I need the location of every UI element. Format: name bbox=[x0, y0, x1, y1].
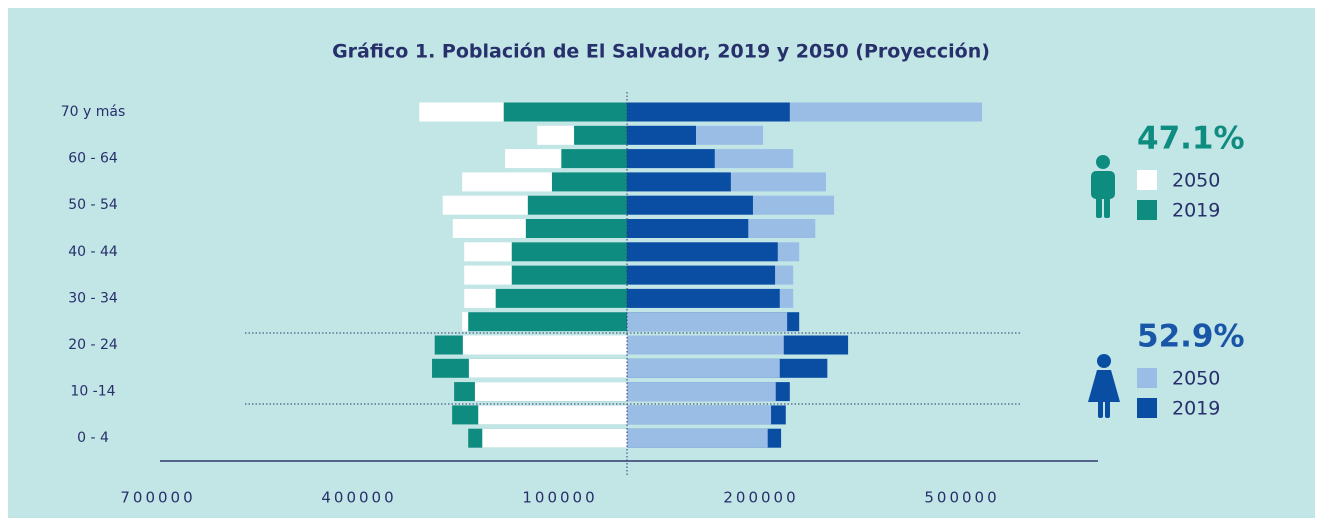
x-tick-label: 500000 bbox=[924, 489, 999, 507]
legend-label: 2019 bbox=[1172, 398, 1220, 420]
legend-label: 2050 bbox=[1172, 368, 1220, 390]
bar bbox=[627, 219, 749, 238]
bar bbox=[627, 428, 768, 448]
bar bbox=[627, 335, 784, 355]
bar bbox=[627, 125, 697, 145]
x-tick-label: 400000 bbox=[321, 489, 396, 507]
chart-title: Gráfico 1. Población de El Salvador, 201… bbox=[332, 41, 990, 63]
bar bbox=[462, 335, 627, 355]
x-tick-label: 100000 bbox=[522, 489, 597, 507]
y-tick-label: 60 - 64 bbox=[68, 151, 118, 167]
woman-icon bbox=[1088, 354, 1120, 418]
bar bbox=[627, 102, 790, 122]
bar bbox=[627, 358, 780, 378]
bar bbox=[511, 242, 627, 262]
bar bbox=[561, 149, 627, 169]
bar bbox=[551, 172, 627, 192]
bar bbox=[478, 405, 627, 425]
x-tick-label: 200000 bbox=[723, 489, 798, 507]
y-tick-label: 10 -14 bbox=[70, 384, 115, 400]
share-label: 47.1% bbox=[1137, 121, 1245, 157]
bar bbox=[511, 265, 627, 285]
bar bbox=[627, 242, 778, 262]
bar bbox=[503, 102, 627, 122]
bar bbox=[627, 265, 776, 285]
legend-label: 2050 bbox=[1172, 170, 1220, 192]
share-label: 52.9% bbox=[1137, 319, 1245, 355]
bar bbox=[525, 219, 627, 238]
bar bbox=[482, 428, 627, 448]
bar bbox=[627, 195, 753, 215]
y-tick-label: 40 - 44 bbox=[68, 244, 118, 260]
y-tick-label: 50 - 54 bbox=[68, 197, 118, 213]
legend-swatch bbox=[1137, 200, 1157, 220]
bar bbox=[468, 312, 627, 332]
bar bbox=[627, 312, 788, 332]
bar bbox=[468, 358, 627, 378]
bar bbox=[495, 288, 627, 308]
y-tick-label: 30 - 34 bbox=[68, 290, 118, 306]
bar bbox=[627, 405, 772, 425]
legend-swatch bbox=[1137, 368, 1157, 388]
bar bbox=[627, 149, 715, 169]
x-tick-label: 700000 bbox=[120, 489, 195, 507]
bar bbox=[627, 172, 731, 192]
y-tick-label: 0 - 4 bbox=[77, 430, 109, 446]
bar bbox=[527, 195, 627, 215]
bar bbox=[627, 288, 780, 308]
legend-swatch bbox=[1137, 170, 1157, 190]
y-tick-label: 70 y más bbox=[61, 104, 126, 120]
legend-swatch bbox=[1137, 398, 1157, 418]
man-icon bbox=[1091, 155, 1115, 218]
bar bbox=[627, 382, 776, 402]
y-tick-label: 20 - 24 bbox=[68, 337, 118, 353]
bar bbox=[474, 382, 627, 402]
bar bbox=[574, 125, 627, 145]
legend-label: 2019 bbox=[1172, 200, 1220, 222]
